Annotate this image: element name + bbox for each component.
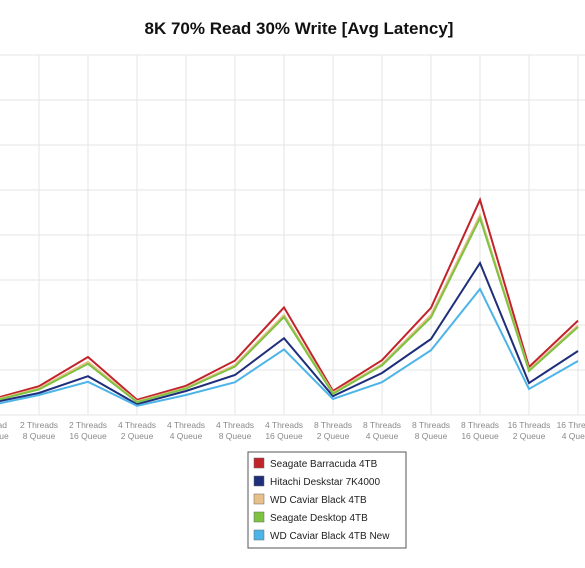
legend-label: WD Caviar Black 4TB <box>270 495 367 506</box>
chart-grid <box>0 54 585 416</box>
legend-box <box>247 451 407 549</box>
x-tick-label: 8 Threads 16 Queue <box>461 420 499 441</box>
x-tick-label: 2 Threads 8 Queue <box>20 420 58 441</box>
series-line-4 <box>0 215 579 404</box>
x-tick-label: 8 Threads 8 Queue <box>412 420 450 441</box>
x-tick-label: 8 Threads 2 Queue <box>314 420 352 441</box>
series-line-1 <box>0 196 579 401</box>
x-tick-label: 4 Threads 16 Queue <box>265 420 303 441</box>
legend-label: Seagate Barracuda 4TB <box>270 459 378 470</box>
x-tick-label: 4 Threads 8 Queue <box>216 420 254 441</box>
series-line-3 <box>0 212 579 403</box>
legend-swatch <box>253 493 265 505</box>
x-tick-label: 2 Threads 16 Queue <box>69 420 107 441</box>
x-tick-label: 1 Thread16 Queue <box>0 420 9 441</box>
x-tick-label: 4 Threads 4 Queue <box>167 420 205 441</box>
x-tick-label: 8 Threads 4 Queue <box>363 420 401 441</box>
legend-swatch <box>253 529 265 541</box>
chart-series-lines <box>0 196 579 407</box>
chart-legend: Seagate Barracuda 4TB Hitachi Deskstar 7K… <box>247 451 407 549</box>
x-tick-label: 16 Threads 2 Queue <box>508 420 551 441</box>
legend-label: Hitachi Deskstar 7K4000 <box>270 477 380 488</box>
legend-swatch <box>253 457 265 469</box>
series-line-5 <box>0 287 579 407</box>
legend-swatch <box>253 511 265 523</box>
series-line-2 <box>0 260 579 406</box>
x-tick-label: 4 Threads 2 Queue <box>118 420 156 441</box>
legend-label: Seagate Desktop 4TB <box>270 513 368 524</box>
chart-title: 8K 70% Read 30% Write [Avg Latency] <box>145 19 454 38</box>
legend-label: WD Caviar Black 4TB New <box>270 531 390 542</box>
legend-swatch <box>253 475 265 487</box>
